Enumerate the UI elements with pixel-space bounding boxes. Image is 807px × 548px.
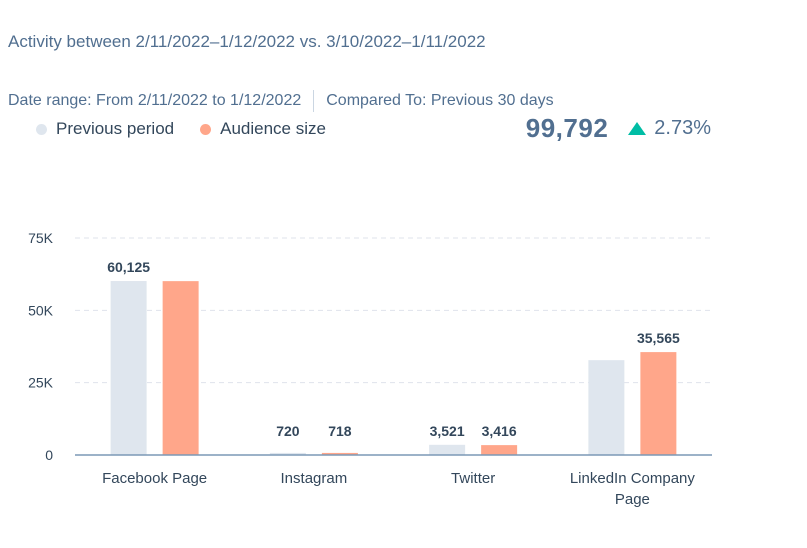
x-tick-label: Page [615,491,650,508]
date-range-row: Date range: From 2/11/2022 to 1/12/2022 … [8,90,554,112]
legend: Previous period Audience size [36,119,326,139]
legend-item-audience[interactable]: Audience size [200,119,326,139]
divider [313,90,315,112]
data-label: 3,521 [430,423,465,439]
legend-dot-icon [36,123,47,135]
compared-to: Compared To: Previous 30 days [326,92,554,109]
data-label: 35,565 [637,330,680,346]
y-tick-label: 50K [28,302,54,318]
y-tick-label: 25K [28,375,54,391]
data-label: 720 [276,423,300,439]
total-value: 99,792 [525,113,609,143]
bar-previous [588,360,625,455]
bar-audience [481,445,518,455]
legend-item-previous[interactable]: Previous period [36,119,174,139]
bar-audience [162,281,199,455]
report-title: Activity between 2/11/2022–1/12/2022 vs.… [8,32,486,51]
legend-dot-icon [200,123,212,135]
y-tick-label: 75K [28,230,54,246]
y-tick-label: 0 [45,447,53,463]
legend-label: Audience size [220,119,326,138]
x-tick-label: Facebook Page [102,470,207,487]
data-label: 718 [328,423,352,439]
bar-previous [110,281,147,455]
x-tick-label: LinkedIn Company [570,470,696,487]
x-tick-label: Instagram [281,470,348,487]
bar-audience [640,352,677,455]
total-summary: 99,792 2.73% [526,113,711,144]
bar-audience [321,452,358,455]
change-percent: 2.73% [654,117,711,139]
legend-label: Previous period [56,119,175,138]
x-tick-label: Twitter [451,470,495,487]
up-arrow-icon [628,122,647,135]
bar-previous [429,444,466,455]
bar-previous [269,452,306,455]
data-label: 3,416 [482,423,517,439]
date-range: Date range: From 2/11/2022 to 1/12/2022 [8,92,302,109]
data-label: 60,125 [107,259,150,275]
